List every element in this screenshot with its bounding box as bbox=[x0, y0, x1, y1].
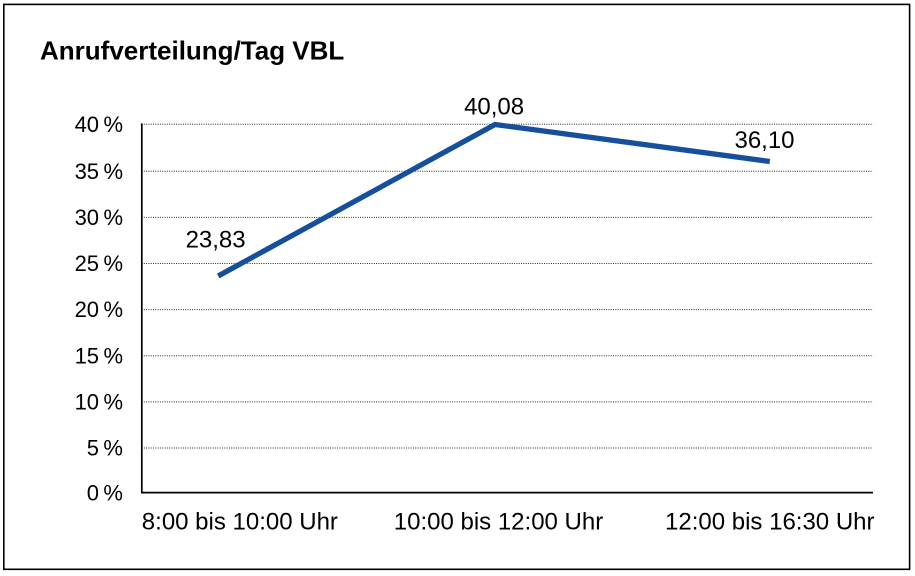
svg-text:30 %: 30 % bbox=[75, 205, 123, 230]
svg-text:20 %: 20 % bbox=[75, 297, 123, 322]
svg-text:12:00 bis 16:30 Uhr: 12:00 bis 16:30 Uhr bbox=[665, 509, 874, 536]
svg-text:40 %: 40 % bbox=[75, 112, 123, 137]
svg-text:10:00 bis 12:00 Uhr: 10:00 bis 12:00 Uhr bbox=[394, 509, 603, 536]
svg-text:35 %: 35 % bbox=[75, 159, 123, 184]
svg-text:36,10: 36,10 bbox=[734, 127, 794, 154]
svg-text:10 %: 10 % bbox=[75, 390, 123, 415]
svg-text:25 %: 25 % bbox=[75, 251, 123, 276]
svg-text:15 %: 15 % bbox=[75, 343, 123, 368]
svg-text:0 %: 0 % bbox=[87, 481, 123, 506]
svg-text:40,08: 40,08 bbox=[464, 93, 524, 120]
svg-text:23,83: 23,83 bbox=[186, 226, 246, 253]
svg-text:8:00 bis 10:00 Uhr: 8:00 bis 10:00 Uhr bbox=[142, 509, 338, 536]
svg-text:Anrufverteilung/Tag VBL: Anrufverteilung/Tag VBL bbox=[40, 36, 344, 66]
svg-text:5 %: 5 % bbox=[87, 436, 123, 461]
